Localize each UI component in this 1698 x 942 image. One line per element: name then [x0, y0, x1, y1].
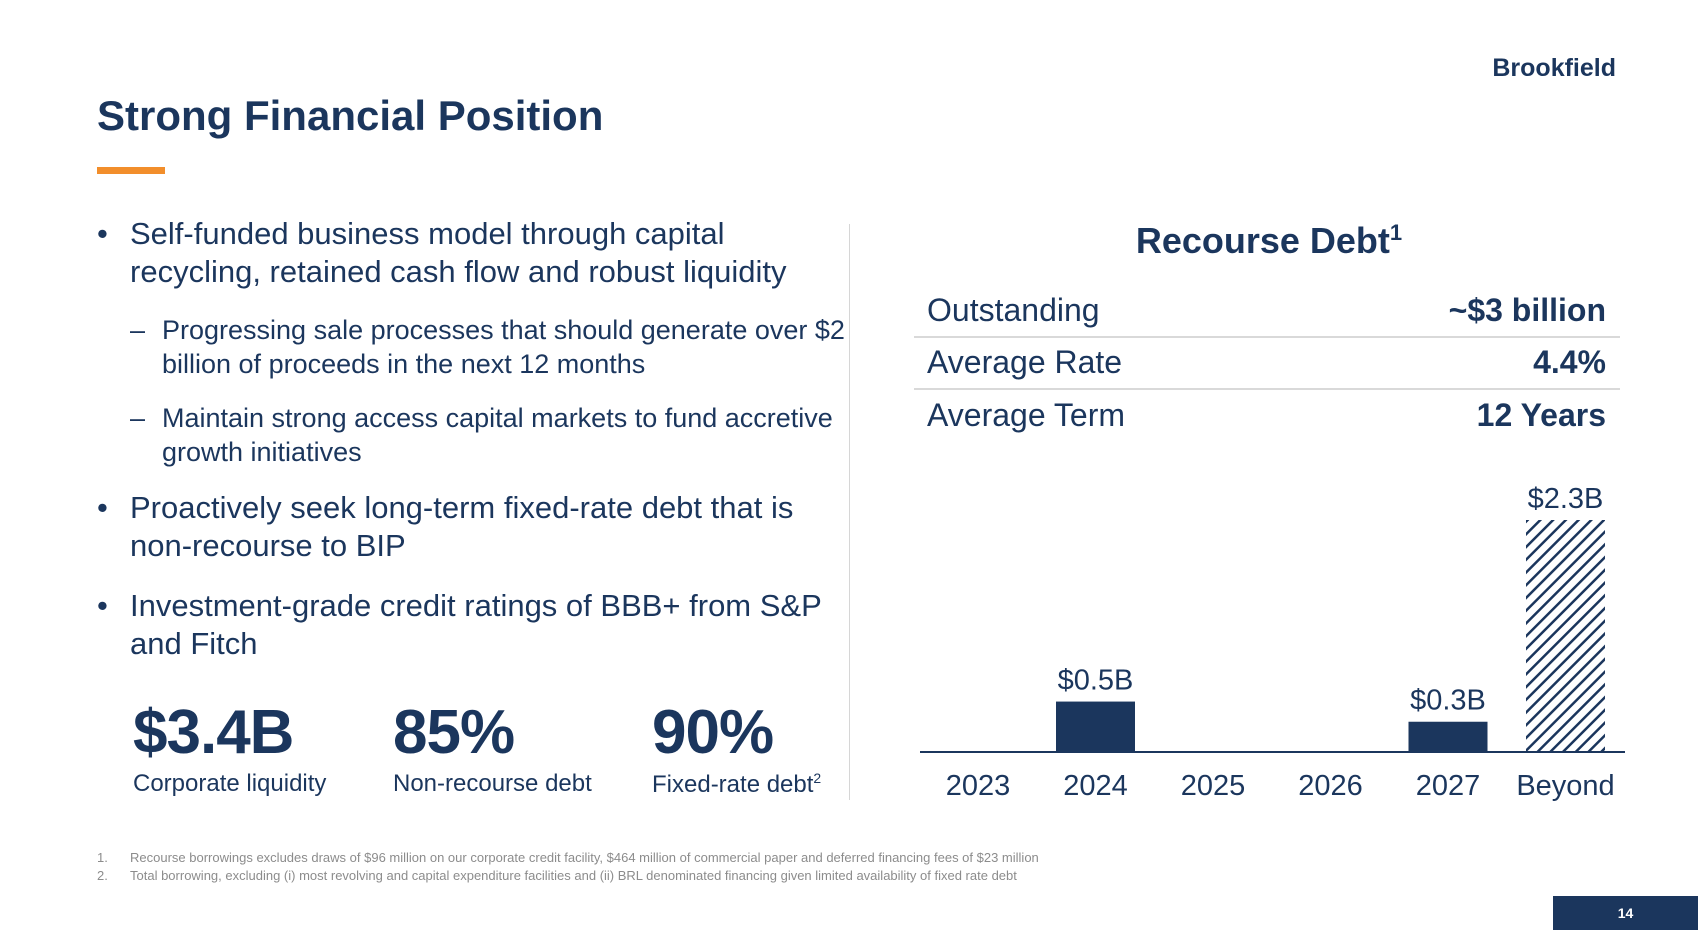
x-tick-label-2026: 2026: [1298, 770, 1363, 802]
recourse-debt-title: Recourse Debt1: [914, 220, 1624, 262]
x-tick-label-2027: 2027: [1416, 770, 1481, 802]
bullet-text: Proactively seek long-term fixed-rate de…: [130, 490, 794, 563]
metric-non-recourse-debt: 85% Non-recourse debt: [393, 700, 592, 798]
debt-row-value: 4.4%: [1533, 344, 1606, 380]
bar-2027: [1408, 721, 1488, 752]
debt-row-average-term: Average Term 12 Years: [914, 389, 1620, 441]
bullet-fixed-rate: • Proactively seek long-term fixed-rate …: [97, 489, 857, 565]
page-title: Strong Financial Position: [97, 92, 604, 139]
debt-row-value: ~$3 billion: [1448, 292, 1606, 328]
title-accent-bar: [97, 167, 165, 174]
sub-bullet-text: Maintain strong access capital markets t…: [162, 403, 833, 467]
debt-row-label: Average Rate: [927, 344, 1123, 380]
bullet-credit-ratings: • Investment-grade credit ratings of BBB…: [97, 587, 857, 663]
metric-label-text: Fixed-rate debt: [652, 771, 814, 798]
data-label-beyond: $2.3B: [1528, 483, 1604, 515]
footnote-2: 2. Total borrowing, excluding (i) most re…: [97, 867, 1039, 885]
x-tick-label-2024: 2024: [1063, 770, 1128, 802]
recourse-debt-title-text: Recourse Debt: [1135, 220, 1390, 261]
x-tick-label-2025: 2025: [1181, 770, 1246, 802]
debt-row-label: Outstanding: [927, 292, 1100, 328]
dash-glyph: –: [130, 403, 146, 433]
metric-value: 90%: [652, 698, 774, 767]
x-tick-label-2023: 2023: [946, 770, 1011, 802]
sub-bullet-capital-markets: – Maintain strong access capital markets…: [97, 401, 857, 469]
sub-bullet-text: Progressing sale processes that should g…: [162, 315, 845, 379]
bullet-text: Self-funded business model through capit…: [130, 216, 787, 289]
footnote-text: Total borrowing, excluding (i) most revo…: [130, 868, 1017, 883]
footnote-ref: 2: [813, 770, 822, 786]
footnote-number: 2.: [97, 868, 108, 883]
metric-value: 85%: [393, 698, 515, 767]
debt-row-value: 12 Years: [1476, 397, 1606, 433]
bullet-glyph: •: [97, 490, 108, 525]
metric-label: Non-recourse debt: [393, 770, 592, 797]
debt-maturity-chart: 2023 $0.5B 2024 2025 2026 $0.3B 2027 $2.3B Beyon…: [920, 483, 1625, 802]
footnote-1: 1. Recourse borrowings excludes draws of …: [97, 849, 1039, 867]
metric-fixed-rate-debt: 90% Fixed-rate debt2: [652, 700, 821, 799]
metric-label: Fixed-rate debt2: [652, 770, 821, 799]
bullet-list: • Self-funded business model through cap…: [97, 215, 857, 685]
bullet-self-funded: • Self-funded business model through cap…: [97, 215, 857, 291]
brand-logo-text: Brookfield: [1492, 54, 1616, 82]
bullet-glyph: •: [97, 588, 108, 623]
x-tick-label-beyond: Beyond: [1516, 770, 1614, 802]
sub-bullet-sale-processes: – Progressing sale processes that should…: [97, 313, 857, 381]
dash-glyph: –: [130, 315, 146, 345]
debt-row-average-rate: Average Rate 4.4%: [914, 336, 1620, 390]
page-number: 14: [1553, 896, 1698, 930]
data-label-2024: $0.5B: [1058, 665, 1134, 697]
bar-2024: [1056, 701, 1135, 752]
footnotes: 1. Recourse borrowings excludes draws of …: [97, 849, 1039, 885]
data-label-2027: $0.3B: [1410, 685, 1486, 717]
metric-corporate-liquidity: $3.4B Corporate liquidity: [133, 700, 326, 798]
bullet-glyph: •: [97, 216, 108, 251]
metric-label: Corporate liquidity: [133, 770, 327, 797]
footnote-ref: 1: [1389, 220, 1403, 245]
debt-row-outstanding: Outstanding ~$3 billion: [914, 284, 1620, 338]
footnote-number: 1.: [97, 850, 108, 865]
bar-beyond: [1526, 520, 1605, 752]
column-divider: [849, 224, 850, 800]
bullet-text: Investment-grade credit ratings of BBB+ …: [130, 588, 822, 661]
footnote-text: Recourse borrowings excludes draws of $9…: [130, 850, 1039, 865]
metric-value: $3.4B: [133, 698, 294, 767]
debt-row-label: Average Term: [927, 397, 1126, 433]
